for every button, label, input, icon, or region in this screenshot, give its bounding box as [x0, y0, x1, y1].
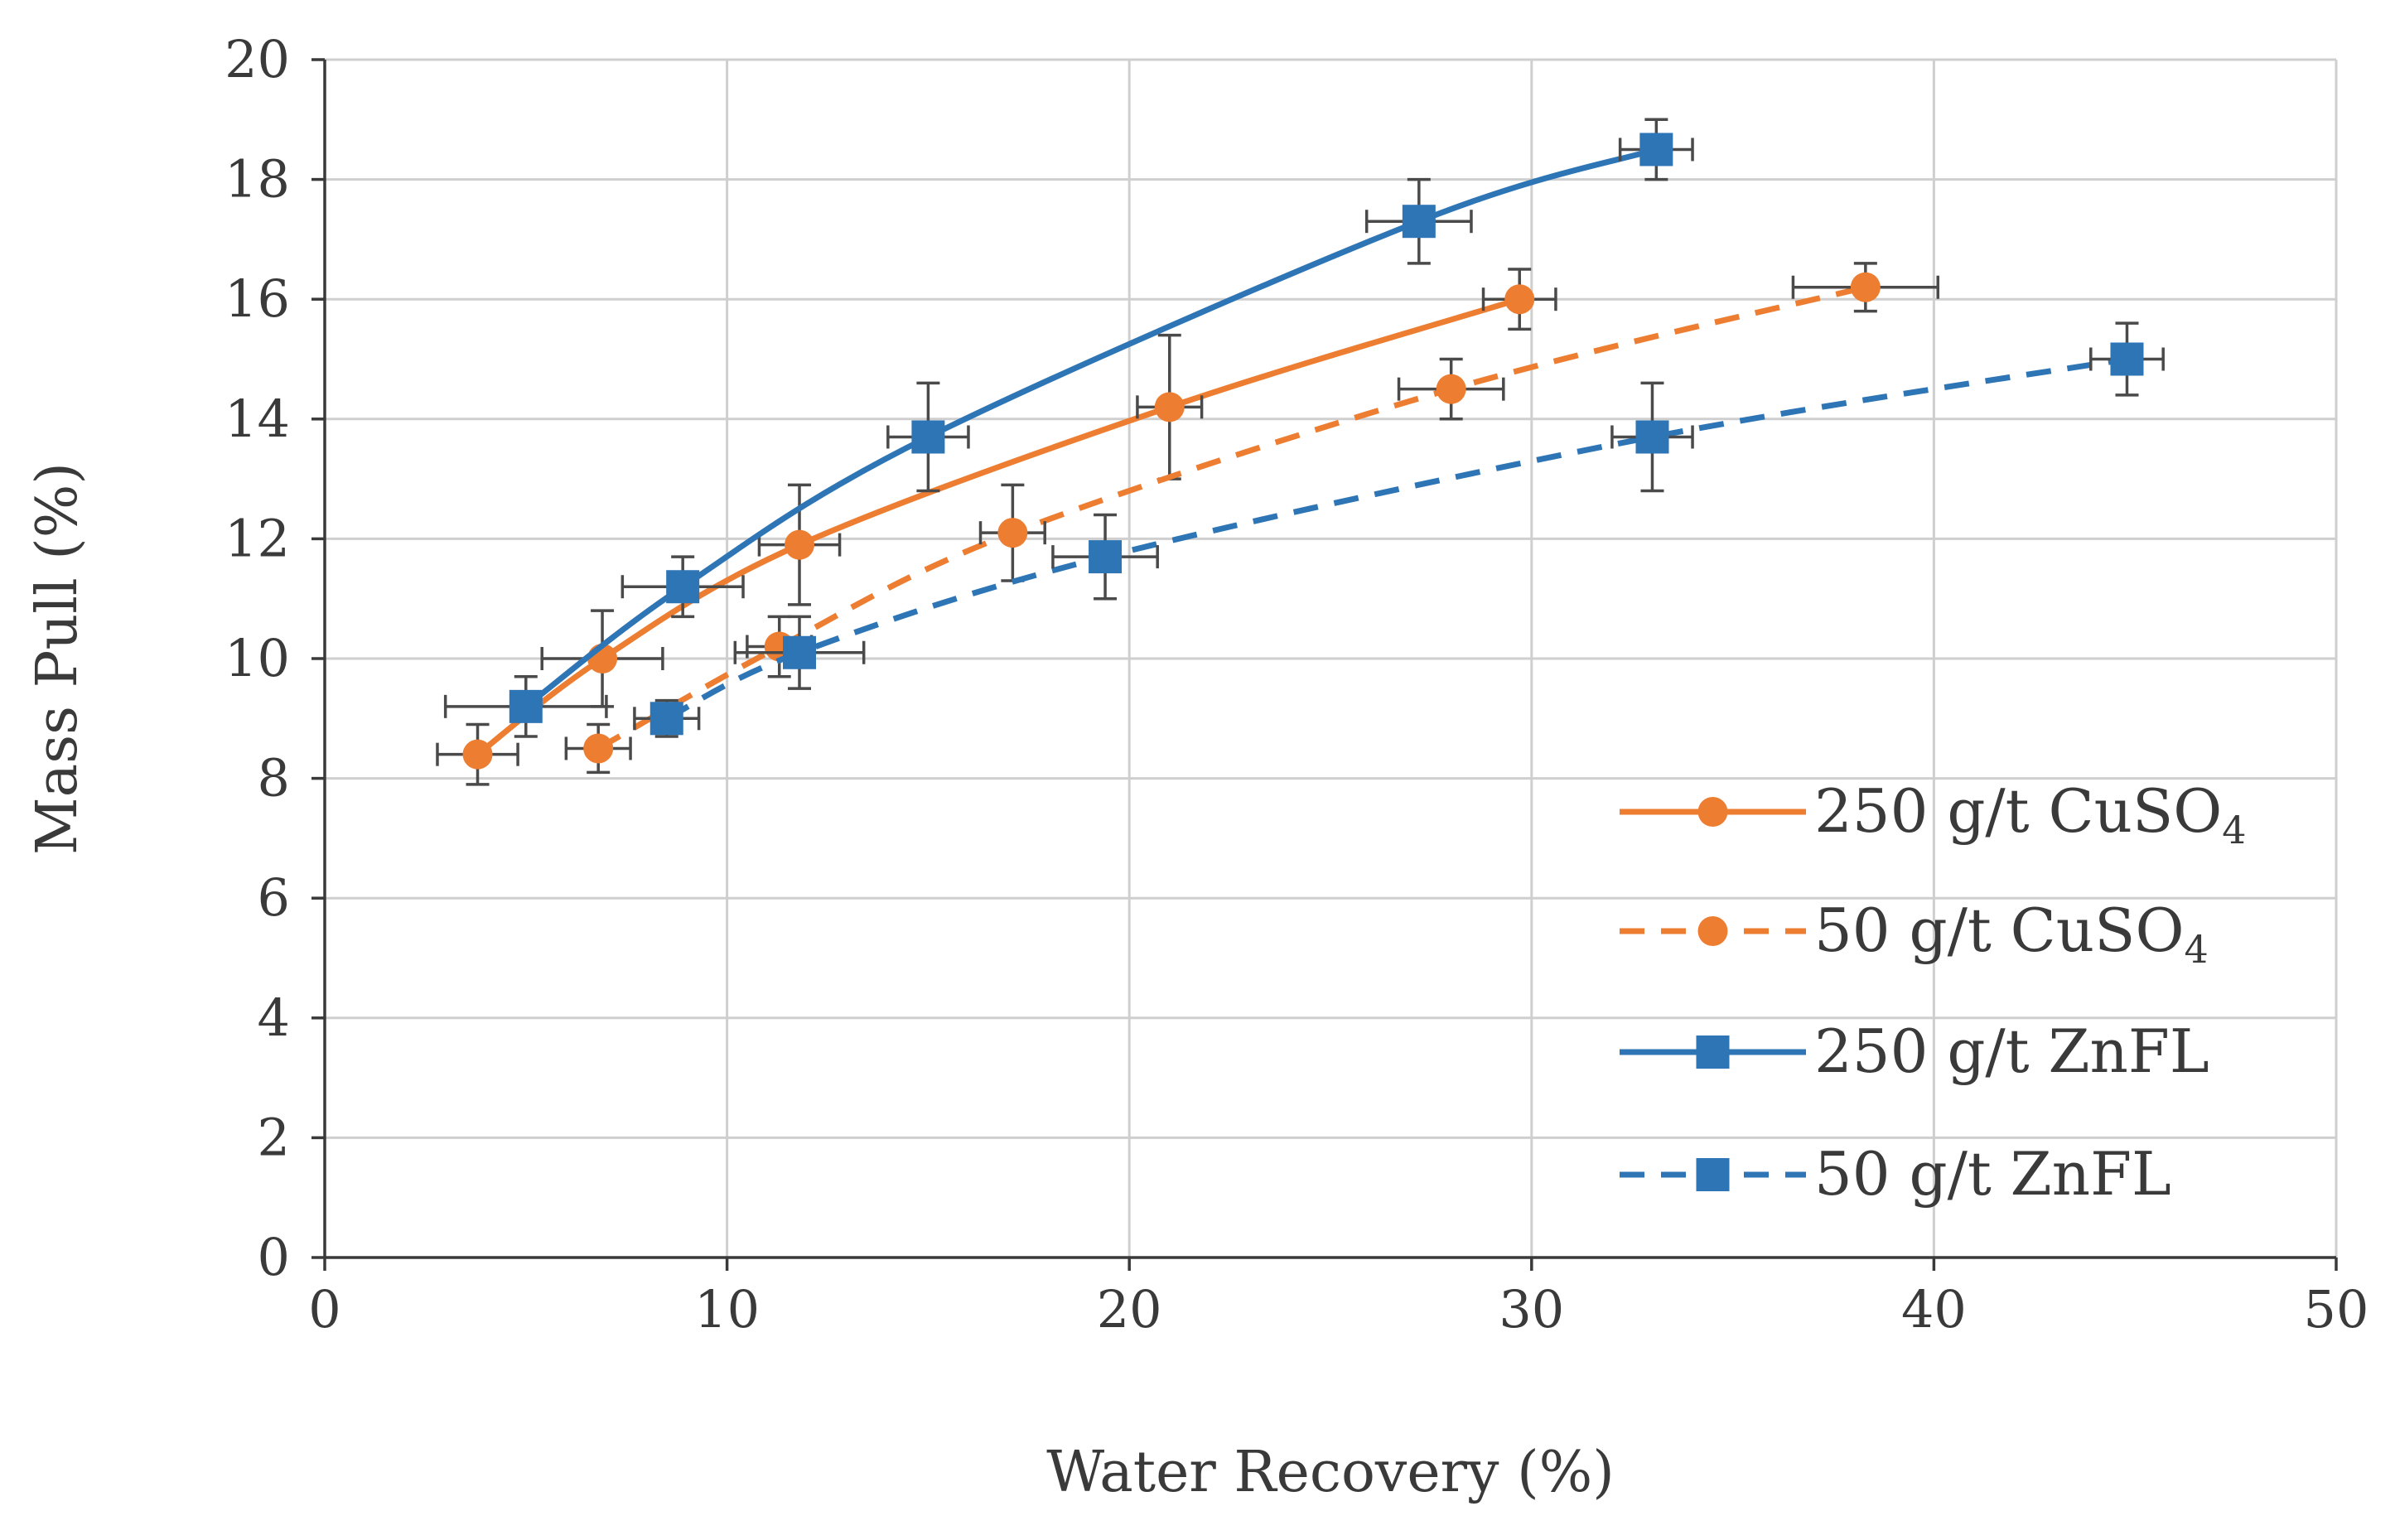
data-point [911, 420, 945, 454]
legend-label: 250 g/t ZnFL [1814, 1016, 2209, 1086]
x-tick-label: 40 [1901, 1279, 1967, 1340]
y-tick-label: 6 [258, 867, 290, 928]
data-point [1850, 272, 1881, 302]
legend-label: 250 g/t CuSO4 [1814, 776, 2247, 852]
data-point [2110, 342, 2144, 376]
legend-entry: 50 g/t ZnFL [1620, 1139, 2171, 1209]
y-tick-label: 2 [258, 1107, 290, 1167]
y-tick-label: 18 [225, 149, 290, 210]
legend-marker [1696, 1036, 1730, 1069]
x-axis-title: Water Recovery (%) [1046, 1440, 1615, 1505]
y-tick-label: 0 [258, 1227, 290, 1287]
x-tick-label: 30 [1499, 1279, 1564, 1340]
tick-labels: 0 2 4 6 8 10 12 14 16 18 20 0 10 20 30 40 50 [225, 29, 2368, 1340]
series-3 [633, 321, 2165, 738]
data-point [783, 635, 817, 669]
x-tick-label: 20 [1097, 1279, 1162, 1340]
series-line [524, 147, 1658, 709]
axes [311, 58, 2338, 1271]
data-point [1089, 540, 1123, 574]
data-point [509, 689, 543, 723]
y-axis-title: Mass Pull (%) [25, 462, 90, 855]
legend-entry: 250 g/t ZnFL [1620, 1016, 2209, 1086]
legend-entry: 50 g/t CuSO4 [1620, 896, 2209, 972]
x-tick-label: 0 [308, 1279, 340, 1340]
y-tick-label: 12 [225, 508, 290, 568]
y-tick-label: 20 [225, 29, 290, 89]
series-0 [436, 268, 1557, 786]
legend-label-subscript: 4 [2184, 927, 2208, 972]
legend-marker [1696, 1158, 1730, 1191]
y-tick-label: 16 [225, 268, 290, 329]
legend-label: 50 g/t ZnFL [1814, 1139, 2171, 1209]
legend-label-text: 50 g/t CuSO [1814, 896, 2184, 965]
data-point [1402, 205, 1436, 239]
data-point [1154, 392, 1185, 422]
series-1 [564, 262, 1940, 775]
series-line [596, 284, 1866, 751]
legend-entry: 250 g/t CuSO4 [1620, 776, 2247, 852]
y-tick-label: 14 [225, 389, 290, 449]
y-tick-label: 10 [225, 628, 290, 688]
data-point [1639, 133, 1673, 167]
legend-label-text: 250 g/t ZnFL [1814, 1016, 2209, 1086]
x-tick-label: 50 [2304, 1279, 2369, 1340]
gridlines [325, 58, 2338, 1258]
legend-marker [1697, 797, 1728, 827]
legend-label-text: 50 g/t ZnFL [1814, 1139, 2171, 1209]
legend-label-text: 250 g/t CuSO [1814, 776, 2222, 846]
legend-label-subscript: 4 [2222, 808, 2246, 852]
y-tick-label: 8 [258, 748, 290, 809]
data-point [785, 529, 815, 560]
legend-label: 50 g/t CuSO4 [1814, 896, 2209, 972]
data-point [997, 518, 1028, 548]
series-2 [443, 118, 1694, 738]
data-point [1504, 284, 1535, 315]
data-point [1436, 374, 1466, 404]
data-point [666, 570, 700, 604]
data-point [583, 733, 614, 764]
x-tick-label: 10 [694, 1279, 760, 1340]
data-point [1635, 420, 1669, 454]
data-point [462, 739, 493, 770]
y-tick-label: 4 [258, 987, 290, 1048]
series-layer [436, 118, 2165, 786]
data-point [649, 702, 683, 736]
series-line [476, 296, 1521, 757]
legend-marker [1697, 916, 1728, 946]
